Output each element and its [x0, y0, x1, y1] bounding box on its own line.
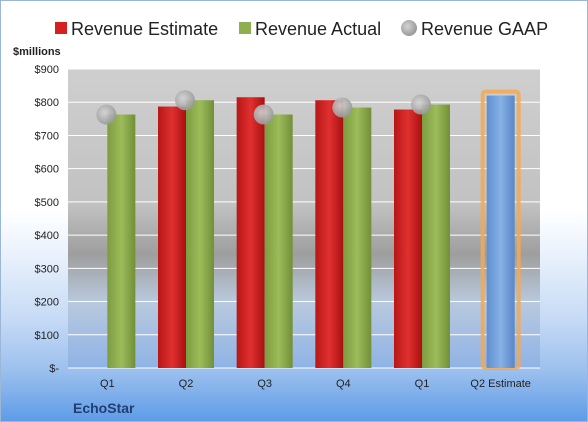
marker-revenue-gaap	[253, 104, 274, 125]
legend-label-revenue-estimate: Revenue Estimate	[71, 19, 218, 39]
bar-revenue-actual	[107, 114, 136, 369]
y-tick-label: $700	[35, 130, 59, 142]
legend-swatch-revenue-estimate	[55, 22, 67, 34]
x-tick-label: Q1	[415, 378, 430, 390]
x-tick-label: Q4	[336, 378, 351, 390]
y-tick-label: $100	[35, 330, 59, 342]
y-unit-label: $millions	[13, 46, 61, 58]
bar-revenue-estimate	[394, 109, 422, 368]
marker-revenue-gaap	[96, 104, 117, 125]
x-tick-label: Q3	[257, 378, 272, 390]
y-tick-label: $800	[35, 97, 59, 109]
bar-revenue-estimate	[315, 100, 344, 369]
legend-swatch-revenue-actual	[239, 22, 251, 34]
y-tick-label: $500	[35, 197, 59, 209]
bar-revenue-actual	[264, 114, 293, 369]
marker-revenue-gaap	[332, 97, 353, 118]
marker-revenue-gaap	[411, 94, 431, 115]
y-tick-label: $200	[35, 297, 59, 309]
bar-revenue-actual	[422, 104, 450, 368]
grid-lines	[68, 68, 540, 369]
y-tick-label: $900	[35, 64, 59, 76]
bar-revenue-estimate	[158, 106, 186, 369]
legend-swatch-revenue-gaap	[401, 20, 417, 36]
x-tick-label: Q2	[179, 378, 194, 390]
bar-q2-estimate	[486, 95, 515, 369]
x-axis-ticks: Q1 Q2 Q3 Q4 Q1 Q2 Estimate	[100, 378, 531, 390]
legend: Revenue Estimate Revenue Actual Revenue …	[55, 19, 548, 39]
y-tick-label: $-	[49, 363, 59, 375]
legend-label-revenue-gaap: Revenue GAAP	[421, 19, 548, 39]
marker-revenue-gaap	[175, 90, 195, 111]
y-tick-label: $600	[35, 164, 59, 176]
y-axis-ticks: $- $100 $200 $300 $400 $500 $600 $700 $800 $900	[35, 64, 60, 375]
brand-label: EchoStar	[73, 400, 135, 416]
gaap-markers	[96, 90, 431, 125]
plot-area	[68, 69, 540, 368]
y-tick-label: $300	[35, 263, 59, 275]
bars	[107, 89, 521, 370]
x-tick-label: Q2 Estimate	[470, 378, 531, 390]
bar-revenue-actual	[343, 107, 372, 368]
legend-label-revenue-actual: Revenue Actual	[255, 19, 381, 39]
bar-revenue-estimate	[236, 97, 265, 368]
bar-revenue-actual	[186, 100, 214, 369]
y-tick-label: $400	[35, 230, 59, 242]
x-tick-label: Q1	[100, 378, 115, 390]
